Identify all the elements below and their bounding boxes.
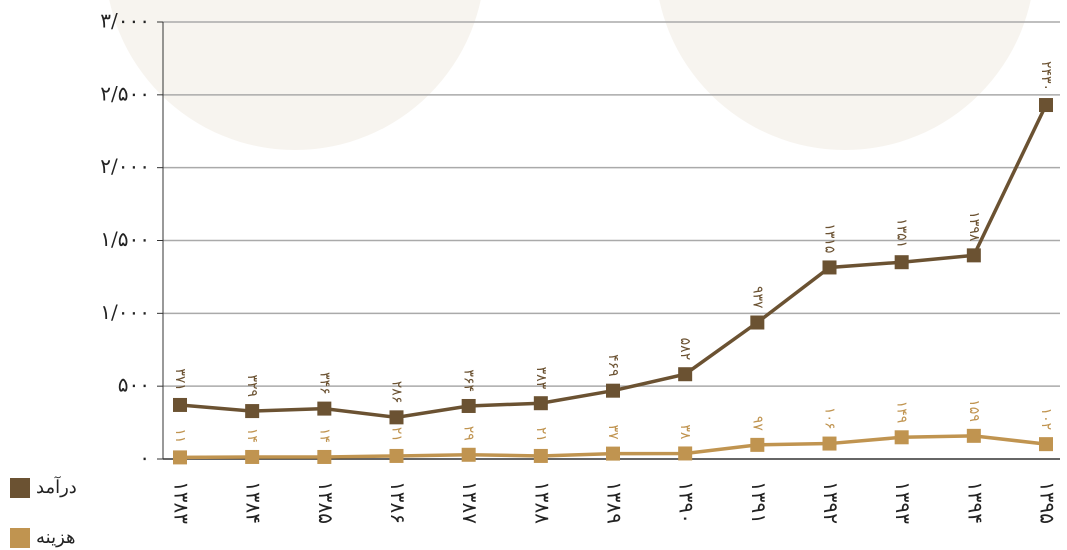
background-shape [109, 0, 481, 150]
data-point [317, 449, 332, 464]
data-point [245, 449, 260, 464]
y-tick-label: ۱/۵۰۰ [100, 227, 150, 251]
data-point [461, 398, 476, 413]
data-label: ۵۸۲ [677, 338, 693, 361]
legend-swatch [10, 478, 30, 498]
data-label: ۳۴۶ [316, 372, 332, 395]
data-point [389, 448, 404, 463]
data-point [389, 410, 404, 425]
legend-label: هزینه [36, 527, 76, 548]
data-point [894, 430, 909, 445]
data-label: ۹۳۷ [749, 286, 765, 309]
data-label: ۱۰۲ [1038, 408, 1054, 431]
y-tick-label: ۳/۰۰۰ [100, 9, 150, 33]
x-tick-label: ۱۳۸۳ [170, 481, 194, 524]
data-label: ۳۶۴ [461, 369, 477, 392]
data-label: ۲۴۳۰ [1038, 61, 1054, 91]
x-tick-label: ۱۳۹۰ [675, 481, 699, 524]
data-point [678, 446, 693, 461]
data-label: ۱۳۹۸ [966, 211, 982, 242]
data-label: ۱۳۵۱ [894, 218, 910, 248]
data-point [966, 428, 981, 443]
data-label: ۱۳۱۵ [822, 223, 838, 253]
data-label: ۱۴ [244, 428, 260, 443]
x-tick-label: ۱۳۸۹ [603, 481, 627, 524]
legend-label: درآمد [36, 476, 77, 498]
data-point [173, 397, 187, 412]
data-label: ۳۸ [677, 424, 693, 440]
x-tick-label: ۱۳۹۵ [1036, 481, 1060, 524]
x-tick-label: ۱۳۸۵ [314, 481, 338, 524]
x-tick-label: ۱۳۸۶ [386, 481, 410, 524]
data-label: ۲۱ [389, 427, 405, 442]
x-tick-label: ۱۳۹۴ [963, 481, 987, 524]
data-point [606, 446, 620, 461]
data-label: ۳۷ [605, 425, 621, 441]
data-label: ۱۴ [316, 428, 332, 443]
data-point [678, 367, 693, 382]
data-label: ۳۸۳ [533, 367, 549, 390]
data-point [1039, 98, 1053, 113]
x-tick-label: ۱۳۸۷ [458, 481, 482, 524]
data-point [1039, 437, 1053, 452]
data-point [966, 248, 981, 263]
legend-swatch [10, 528, 30, 548]
data-point [750, 315, 765, 330]
data-point [606, 383, 620, 398]
data-point [461, 447, 476, 462]
data-label: ۱۵۹ [966, 399, 982, 422]
data-point [173, 450, 187, 465]
data-label: ۲۸۶ [389, 381, 405, 404]
data-label: ۱۰۶ [822, 407, 838, 430]
x-tick-label: ۱۳۹۲ [819, 481, 843, 524]
data-point [822, 260, 837, 275]
y-tick-label: ۰ [139, 446, 150, 470]
data-point [894, 255, 909, 270]
y-tick-label: ۵۰۰ [118, 373, 150, 397]
y-tick-label: ۲/۰۰۰ [100, 154, 150, 178]
y-tick-label: ۱/۰۰۰ [100, 300, 150, 324]
x-tick-label: ۱۳۸۸ [530, 481, 554, 524]
data-label: ۲۱ [533, 427, 549, 442]
x-tick-label: ۱۳۸۴ [242, 481, 266, 524]
data-label: ۱۱ [172, 428, 188, 443]
data-label: ۳۷۱ [172, 368, 188, 391]
data-point [317, 401, 332, 416]
data-point [822, 436, 837, 451]
x-tick-label: ۱۳۹۱ [747, 481, 771, 524]
y-tick-label: ۲/۵۰۰ [100, 81, 150, 105]
x-tick-label: ۱۳۹۳ [891, 481, 915, 524]
data-label: ۴۶۹ [605, 354, 621, 377]
data-point [533, 396, 548, 411]
data-label: ۱۴۹ [894, 401, 910, 424]
background-shape [659, 0, 1031, 150]
data-point [750, 437, 765, 452]
data-label: ۳۲۹ [244, 375, 260, 398]
data-label: ۲۹ [461, 426, 477, 441]
data-point [533, 448, 548, 463]
data-label: ۹۷ [749, 416, 765, 432]
data-point [245, 404, 260, 419]
